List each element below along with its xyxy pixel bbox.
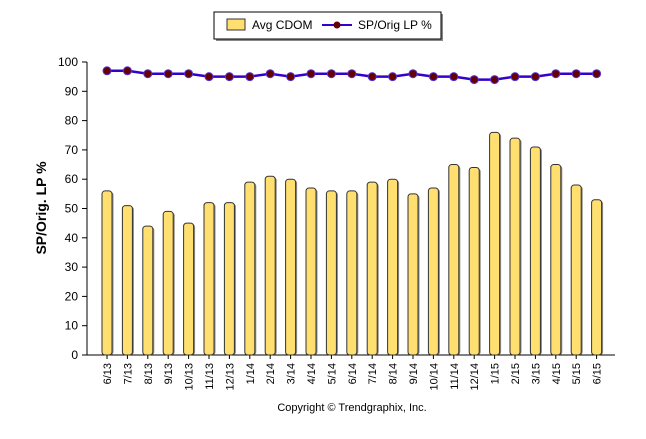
y-tick-label: 70 bbox=[65, 143, 79, 157]
x-tick-label: 10/14 bbox=[428, 363, 440, 391]
line-point bbox=[204, 72, 214, 82]
bar bbox=[121, 205, 133, 356]
y-axis-label: SP/Orig. LP % bbox=[33, 161, 49, 255]
bar bbox=[162, 210, 174, 356]
line-point bbox=[265, 69, 275, 79]
legend-marker bbox=[333, 21, 341, 29]
line-point bbox=[551, 69, 561, 79]
x-tick-label: 9/13 bbox=[163, 363, 175, 384]
line-point bbox=[347, 69, 357, 79]
y-tick-label: 80 bbox=[65, 114, 79, 128]
x-tick-label: 8/13 bbox=[143, 363, 155, 384]
line-point bbox=[469, 75, 479, 85]
x-tick-label: 8/14 bbox=[388, 363, 400, 384]
x-tick-label: 10/13 bbox=[184, 363, 196, 391]
bar bbox=[509, 137, 521, 356]
line-point bbox=[306, 69, 316, 79]
line-point bbox=[326, 69, 336, 79]
line-point bbox=[428, 72, 438, 82]
x-tick-label: 6/15 bbox=[592, 363, 604, 384]
y-tick-label: 20 bbox=[65, 289, 79, 303]
line-point bbox=[592, 69, 602, 79]
bar bbox=[142, 225, 154, 356]
line-point bbox=[122, 66, 132, 76]
line-point bbox=[286, 72, 296, 82]
line-point bbox=[184, 69, 194, 79]
bar bbox=[183, 222, 195, 356]
x-tick-label: 5/14 bbox=[326, 363, 338, 384]
y-tick-label: 0 bbox=[71, 348, 78, 362]
bar bbox=[346, 190, 358, 356]
y-tick-label: 50 bbox=[65, 202, 79, 216]
x-tick-label: 9/14 bbox=[408, 363, 420, 384]
bar bbox=[489, 131, 501, 356]
line-point bbox=[224, 72, 234, 82]
line-point bbox=[102, 66, 112, 76]
y-tick-label: 40 bbox=[65, 231, 79, 245]
line-point bbox=[449, 72, 459, 82]
x-tick-label: 6/14 bbox=[347, 363, 359, 384]
x-tick-label: 12/14 bbox=[469, 363, 481, 391]
bar bbox=[550, 164, 562, 356]
bar bbox=[448, 164, 460, 356]
bar bbox=[325, 190, 337, 356]
x-tick-label: 11/13 bbox=[204, 363, 216, 390]
y-tick-label: 100 bbox=[58, 55, 78, 69]
line-point bbox=[163, 69, 173, 79]
x-tick-label: 3/15 bbox=[530, 363, 542, 384]
x-tick-label: 7/13 bbox=[122, 363, 134, 384]
bar bbox=[407, 193, 419, 356]
line-point bbox=[510, 72, 520, 82]
x-tick-label: 2/14 bbox=[265, 363, 277, 384]
legend-swatch-bar bbox=[226, 18, 246, 31]
x-tick-label: 3/14 bbox=[286, 363, 298, 384]
x-tick-label: 12/13 bbox=[224, 363, 236, 391]
y-tick-label: 60 bbox=[65, 172, 79, 186]
bar bbox=[264, 175, 276, 356]
x-tick-label: 7/14 bbox=[367, 363, 379, 384]
line-point bbox=[143, 69, 153, 79]
x-tick-label: 6/13 bbox=[102, 363, 114, 384]
x-tick-label: 11/14 bbox=[449, 363, 461, 390]
legend-label: SP/Orig LP % bbox=[358, 18, 432, 32]
line-point bbox=[408, 69, 418, 79]
bar bbox=[285, 178, 297, 356]
line-point bbox=[388, 72, 398, 82]
bar bbox=[387, 178, 399, 356]
x-tick-label: 5/15 bbox=[571, 363, 583, 384]
x-tick-label: 2/15 bbox=[510, 363, 522, 384]
copyright: Copyright © Trendgraphix, Inc. bbox=[277, 402, 427, 414]
bar bbox=[427, 187, 439, 356]
y-tick-label: 90 bbox=[65, 84, 79, 98]
legend-label: Avg CDOM bbox=[252, 18, 312, 32]
line-point bbox=[571, 69, 581, 79]
x-tick-label: 1/15 bbox=[490, 363, 502, 384]
x-tick-label: 4/14 bbox=[306, 363, 318, 384]
bar bbox=[570, 184, 582, 356]
x-tick-label: 4/15 bbox=[551, 363, 563, 384]
bar bbox=[203, 202, 215, 356]
y-tick-label: 30 bbox=[65, 260, 79, 274]
line-point bbox=[367, 72, 377, 82]
bar bbox=[101, 190, 113, 356]
bar bbox=[366, 181, 378, 356]
bar bbox=[529, 146, 541, 356]
line-point bbox=[530, 72, 540, 82]
bar bbox=[468, 166, 480, 356]
y-tick-label: 10 bbox=[65, 319, 79, 333]
line-point bbox=[490, 75, 500, 85]
bar bbox=[223, 202, 235, 356]
bar bbox=[591, 199, 603, 356]
line-point bbox=[245, 72, 255, 82]
x-tick-label: 1/14 bbox=[245, 363, 257, 384]
bar bbox=[305, 187, 317, 356]
bar bbox=[244, 181, 256, 356]
